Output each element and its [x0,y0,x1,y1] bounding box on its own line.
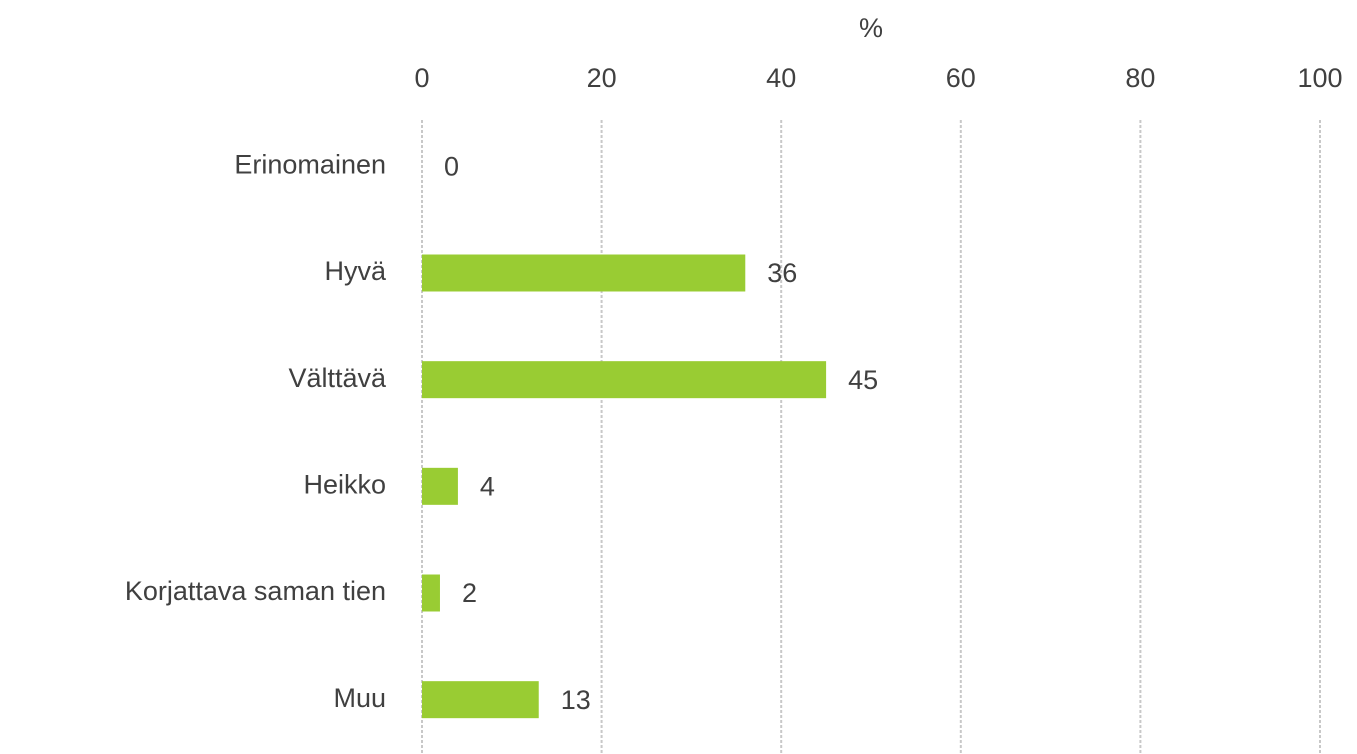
x-tick-label: 20 [587,63,617,93]
x-tick-label: 80 [1125,63,1155,93]
data-label: 4 [480,471,495,501]
bar [422,467,458,505]
y-tick-label: Välttävä [288,363,387,393]
data-label: 36 [767,258,797,288]
data-label: 45 [848,365,878,395]
y-tick-label: Erinomainen [234,149,386,179]
x-tick-label: 40 [766,63,796,93]
x-tick-label: 100 [1297,63,1342,93]
bar [422,681,539,719]
bar [422,254,746,292]
x-tick-label: 60 [946,63,976,93]
data-label: 0 [444,151,459,181]
data-label: 13 [561,685,591,715]
x-axis-label: % [859,13,883,43]
bar [422,574,440,612]
y-tick-label: Korjattava saman tien [125,576,386,606]
y-tick-label: Heikko [303,469,386,499]
y-tick-label: Muu [333,683,386,713]
x-tick-label: 0 [414,63,429,93]
y-tick-label: Hyvä [324,256,386,286]
data-label: 2 [462,578,477,608]
bar [422,361,827,399]
